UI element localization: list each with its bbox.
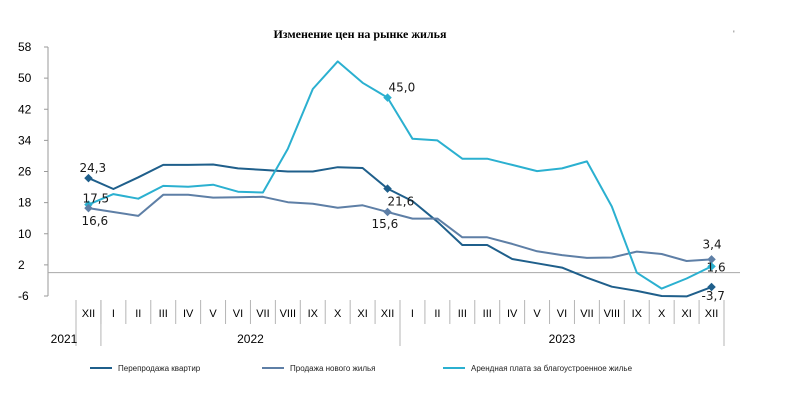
data-marker [383,93,392,102]
data-marker [84,203,93,213]
x-axis-tick-labels: XII I II III IV V VI VII VIII IX X XI XII I II III III IV… [82,308,719,320]
chart-legend: Перепродажа квартир Продажа нового жилья А… [90,364,633,373]
x-axis-year-labels: 2021 2022 2023 [51,332,576,346]
y-tick-label: 10 [18,227,32,241]
legend-label-1: Перепродажа квартир [118,364,201,373]
x-tick-label: V [533,308,541,320]
x-tick-label: II [135,308,141,320]
series-line-2 [88,193,712,262]
chart-series [88,60,712,298]
data-label: 1,6 [707,260,726,274]
data-label: 3,4 [703,237,722,251]
data-label: 15,6 [372,217,399,231]
x-tick-label: IV [183,308,194,320]
data-label: -3,7 [702,289,725,303]
x-tick-label: VI [557,308,567,320]
data-marker [707,262,716,271]
year-label: 2023 [549,332,576,346]
x-tick-label: XII [381,308,394,320]
y-tick-label: 34 [18,133,32,147]
data-marker [84,173,93,183]
x-tick-label: V [209,308,217,320]
chart-axes [44,46,740,346]
x-tick-label: XII [82,308,95,320]
year-label: 2021 [51,332,78,346]
data-label: 45,0 [389,81,416,95]
data-label: 16,6 [81,214,108,228]
x-tick-label: I [112,308,115,320]
data-marker [707,255,716,264]
x-tick-label: XI [357,308,367,320]
x-tick-label: IX [632,308,643,320]
x-tick-label: II [434,308,440,320]
x-tick-label: VIII [604,308,621,320]
y-tick-label: 26 [18,165,32,179]
series-line-3 [88,60,712,290]
series-line-1 [88,163,712,298]
corner-mark: ' [733,29,735,39]
data-labels: 24,3 17,5 16,6 45,0 21,6 15,6 3,4 1,6 -3,7 [79,81,725,303]
y-tick-label: 58 [18,40,32,54]
y-tick-label: 18 [18,196,32,210]
x-tick-label: I [411,308,414,320]
chart-title: Изменение цен на рынке жилья [273,27,447,41]
y-axis-tick-labels: -6 2 10 18 26 34 42 50 58 [18,40,32,303]
x-tick-label: III [458,308,467,320]
y-tick-label: -6 [18,289,29,303]
data-marker [707,282,716,292]
x-tick-label: IV [507,308,518,320]
x-tick-label: III [483,308,492,320]
x-tick-label: X [658,308,666,320]
x-tick-label: XI [681,308,691,320]
data-marker [383,207,392,217]
data-marker [383,184,392,193]
x-tick-label: VI [233,308,243,320]
y-tick-label: 42 [18,102,32,116]
x-tick-label: VIII [280,308,297,320]
legend-label-3: Арендная плата за благоустроенное жилье [471,364,633,373]
year-label: 2022 [237,332,264,346]
x-tick-label: X [334,308,342,320]
data-label: 21,6 [388,195,415,209]
y-tick-label: 2 [18,258,25,272]
y-tick-label: 50 [18,71,32,85]
x-tick-label: III [159,308,168,320]
x-tick-label: IX [308,308,319,320]
data-label: 24,3 [79,161,106,175]
x-tick-label: VII [580,308,593,320]
data-label: 17,5 [82,192,109,206]
x-tick-label: XII [705,308,718,320]
x-tick-label: VII [256,308,269,320]
legend-label-2: Продажа нового жилья [290,364,376,373]
